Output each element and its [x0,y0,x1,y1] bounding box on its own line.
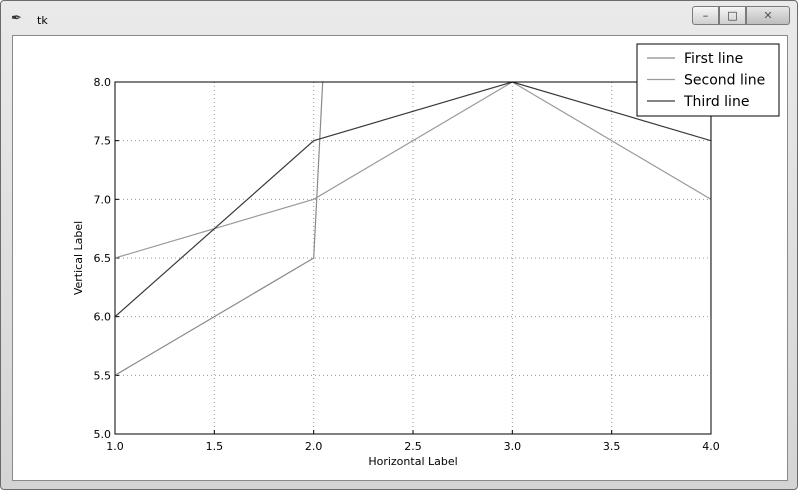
grid [114,81,712,435]
series-line-1 [115,82,711,376]
window-controls: – □ ✕ [692,6,790,25]
legend-label: Third line [683,94,749,110]
x-tick-label: 3.5 [603,440,621,453]
y-axis-label: Vertical Label [72,221,85,295]
x-tick-label: 1.0 [106,440,124,453]
line-chart: 1.0 1.5 2.0 2.5 3.0 3.5 4.0 5.0 5.5 6.0 6.5 7.0 7.5 8… [72,43,780,468]
y-tick-label: 7.5 [94,135,112,148]
minimize-icon: – [702,9,709,22]
x-axis-label: Horizontal Label [368,455,457,468]
series-line-3 [115,82,711,318]
legend-label: Second line [684,73,765,89]
legend-label: First line [684,51,743,67]
feather-icon: ✒ [11,11,22,26]
axis-ticks: 1.0 1.5 2.0 2.5 3.0 3.5 4.0 5.0 5.5 6.0 6.5 7.0 7.5 8… [94,76,720,453]
x-tick-label: 2.5 [404,440,422,453]
title-bar[interactable]: ✒ tk – □ ✕ [1,1,797,35]
x-tick-label: 2.0 [305,440,323,453]
plot-canvas: 1.0 1.5 2.0 2.5 3.0 3.5 4.0 5.0 5.5 6.0 6.5 7.0 7.5 8… [12,35,788,481]
maximize-icon: □ [727,9,738,22]
y-tick-label: 5.0 [94,428,112,441]
plot-frame [114,81,712,435]
y-tick-label: 6.0 [94,311,112,324]
x-tick-label: 4.0 [702,440,720,453]
series-lines [115,82,711,376]
minimize-button[interactable]: – [692,6,719,25]
close-button[interactable]: ✕ [746,6,790,25]
window-title: tk [37,14,48,27]
maximize-button[interactable]: □ [719,6,746,25]
x-tick-label: 1.5 [206,440,224,453]
y-tick-label: 5.5 [94,369,112,382]
x-tick-label: 3.0 [504,440,522,453]
legend: First line Second line Third line [636,43,780,117]
y-tick-label: 6.5 [94,252,112,265]
close-icon: ✕ [763,9,773,22]
y-tick-label: 7.0 [94,193,112,206]
y-tick-label: 8.0 [94,76,112,89]
